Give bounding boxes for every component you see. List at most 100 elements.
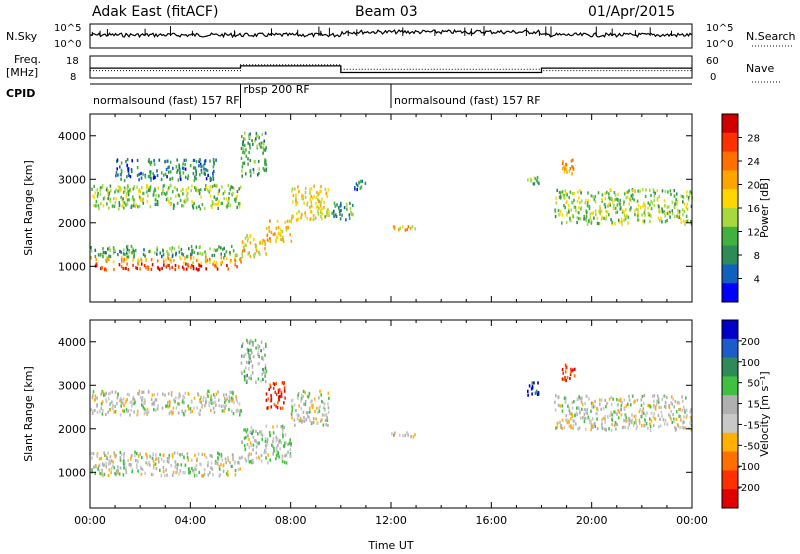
scatter-cell (229, 260, 232, 264)
scatter-cell (309, 188, 311, 192)
scatter-cell (301, 394, 303, 398)
scatter-cell (570, 200, 573, 204)
scatter-cell (189, 164, 192, 168)
scatter-cell (407, 433, 409, 437)
scatter-cell (273, 449, 275, 453)
scatter-cell (257, 362, 260, 366)
scatter-cell (249, 234, 251, 239)
scatter-cell (119, 456, 122, 460)
scatter-cell (404, 228, 407, 232)
scatter-cell (214, 461, 217, 465)
scatter-cell (169, 410, 172, 414)
scatter-cell (326, 416, 328, 420)
scatter-cell (590, 428, 592, 432)
scatter-cell (355, 182, 358, 186)
scatter-cell (568, 210, 570, 214)
scatter-cell (676, 401, 679, 405)
scatter-cell (257, 432, 259, 436)
scatter-cell (633, 421, 636, 425)
scatter-cell (249, 143, 251, 147)
scatter-cell (679, 426, 681, 430)
scatter-cell (318, 206, 320, 211)
colorbar-swatch (722, 132, 738, 153)
scatter-cell (603, 216, 605, 220)
scatter-cell (206, 188, 209, 192)
nsearch-label: N.Search (746, 30, 796, 43)
scatter-cell (583, 217, 585, 221)
velocity-ylabel: Slant Range [km] (22, 366, 35, 462)
scatter-cell (275, 439, 278, 443)
scatter-cell (245, 459, 248, 463)
scatter-cell (652, 415, 655, 419)
scatter-cell (231, 453, 234, 457)
scatter-cell (314, 216, 317, 220)
scatter-cell (675, 427, 677, 431)
scatter-cell (689, 190, 691, 194)
scatter-cell (247, 454, 250, 458)
scatter-cell (284, 441, 287, 445)
scatter-cell (269, 383, 271, 387)
scatter-cell (669, 189, 672, 193)
scatter-cell (175, 406, 178, 410)
scatter-cell (264, 363, 267, 367)
scatter-cell (213, 401, 215, 405)
scatter-cell (639, 408, 642, 412)
scatter-cell (147, 389, 150, 393)
scatter-cell (604, 203, 606, 207)
scatter-cell (238, 461, 241, 465)
scatter-cell (191, 248, 193, 252)
scatter-cell (406, 431, 409, 435)
scatter-cell (127, 458, 129, 463)
scatter-cell (250, 426, 253, 430)
scatter-cell (146, 456, 148, 460)
scatter-cell (132, 195, 134, 199)
scatter-cell (240, 354, 243, 358)
scatter-cell (659, 424, 662, 428)
scatter-cell (167, 460, 170, 464)
scatter-cell (95, 262, 98, 266)
scatter-cell (352, 213, 354, 217)
scatter-cell (537, 391, 540, 395)
scatter-cell (210, 177, 212, 181)
scatter-cell (276, 235, 278, 240)
scatter-cell (583, 416, 586, 420)
scatter-cell (586, 416, 589, 420)
cpid-segment-label: normalsound (fast) 157 RF (394, 94, 541, 107)
scatter-cell (120, 173, 122, 177)
scatter-cell (98, 469, 101, 473)
scatter-cell (668, 404, 670, 408)
scatter-cell (210, 461, 213, 465)
scatter-cell (292, 200, 294, 204)
scatter-cell (126, 254, 129, 258)
scatter-cell (138, 389, 141, 393)
scatter-cell (327, 402, 329, 406)
scatter-cell (224, 406, 226, 410)
scatter-cell (281, 459, 284, 463)
scatter-cell (611, 412, 613, 417)
scatter-cell (94, 191, 97, 195)
scatter-cell (132, 397, 134, 401)
scatter-cell (123, 455, 125, 459)
scatter-cell (109, 460, 111, 464)
scatter-cell (243, 369, 246, 373)
scatter-cell (348, 216, 351, 220)
scatter-cell (174, 460, 177, 464)
scatter-cell (257, 346, 260, 350)
scatter-cell (321, 418, 323, 422)
scatter-cell (577, 217, 580, 221)
scatter-cell (102, 252, 104, 256)
scatter-cell (219, 261, 222, 265)
scatter-cell (200, 195, 202, 199)
scatter-cell (199, 173, 201, 177)
scatter-cell (221, 260, 224, 264)
scatter-cell (108, 392, 110, 396)
scatter-cell (253, 170, 255, 174)
scatter-cell (571, 401, 573, 405)
scatter-cell (326, 208, 329, 212)
nave-tick-top: 60 (706, 56, 719, 67)
scatter-cell (96, 404, 98, 408)
scatter-cell (126, 392, 129, 396)
scatter-cell (122, 252, 125, 256)
scatter-cell (650, 419, 653, 423)
scatter-cell (154, 251, 156, 255)
